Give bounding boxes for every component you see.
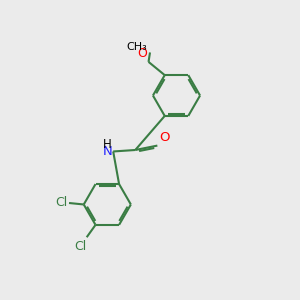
Text: CH₃: CH₃ bbox=[126, 42, 147, 52]
Text: Cl: Cl bbox=[55, 196, 68, 209]
Text: H: H bbox=[103, 139, 112, 152]
Text: O: O bbox=[159, 131, 169, 144]
Text: O: O bbox=[137, 47, 147, 60]
Text: N: N bbox=[102, 145, 112, 158]
Text: Cl: Cl bbox=[74, 240, 86, 253]
